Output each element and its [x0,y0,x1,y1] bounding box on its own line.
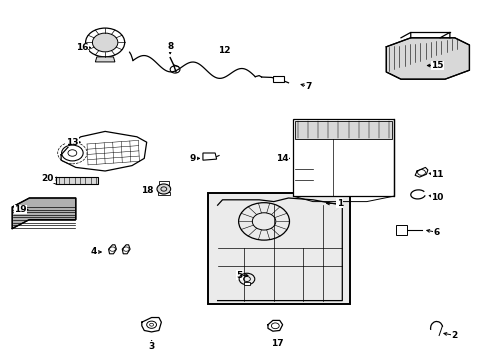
Text: 9: 9 [189,154,196,163]
Text: 13: 13 [66,138,79,147]
Polygon shape [386,38,468,79]
Bar [272,76,283,82]
Bar [293,119,393,196]
Text: 4: 4 [90,248,97,256]
Text: 1: 1 [336,199,342,208]
Text: 5: 5 [236,271,242,280]
Text: 12: 12 [217,46,230,55]
Text: 19: 19 [14,205,27,214]
Bar [158,192,169,195]
Text: 3: 3 [148,342,154,351]
Bar [207,193,349,304]
Text: 7: 7 [305,82,312,91]
Bar [243,282,250,285]
Text: 15: 15 [430,61,443,70]
Text: 2: 2 [451,331,457,340]
Text: 14: 14 [276,154,288,163]
Text: 18: 18 [141,186,154,194]
Circle shape [85,28,124,57]
Polygon shape [108,245,116,254]
Polygon shape [12,198,76,229]
Bar [395,225,406,235]
Text: 20: 20 [41,174,54,183]
Text: 8: 8 [167,42,173,51]
Circle shape [157,184,170,194]
Text: 11: 11 [430,170,443,179]
Text: 10: 10 [430,193,443,202]
Bar [294,121,391,139]
Text: 17: 17 [270,339,283,348]
Bar [159,181,168,185]
Polygon shape [122,245,130,254]
Text: 16: 16 [76,43,88,52]
Circle shape [92,33,118,52]
Polygon shape [56,177,98,184]
Polygon shape [203,153,216,160]
Text: 6: 6 [433,228,439,237]
Polygon shape [95,57,115,62]
